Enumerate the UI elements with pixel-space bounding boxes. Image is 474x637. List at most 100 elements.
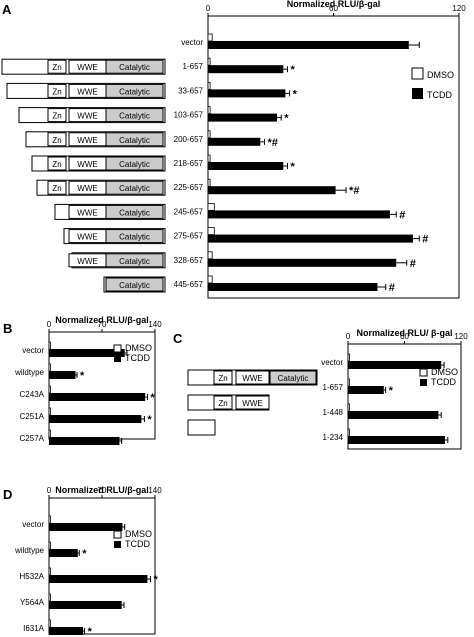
- bar-tcdd: [208, 137, 261, 146]
- bar-dmso: [207, 57, 211, 66]
- bar-tcdd: [208, 41, 409, 49]
- panel-letter: B: [3, 321, 12, 336]
- domain-label-catalytic: Catalytic: [119, 281, 150, 290]
- plot-frame: [48, 497, 156, 635]
- plot-frame: [207, 15, 460, 299]
- domain-catalytic: [105, 204, 164, 219]
- domain-catalytic: [105, 83, 164, 98]
- chart-panel-c: C Normalized RLU/ β-gal 0 60 120 vector 1-657 *…: [173, 328, 468, 450]
- domain-catalytic: [105, 229, 164, 244]
- category-label: 1-234: [323, 433, 344, 442]
- legend-label-tcdd: TCDD: [125, 353, 150, 363]
- construct-a: Zn WWE Catalytic: [1, 58, 166, 75]
- bar-tcdd: [49, 371, 76, 379]
- x-tick-label: 0: [47, 486, 52, 495]
- significance-mark: *: [88, 626, 93, 637]
- domain-label-catalytic: Catalytic: [119, 208, 150, 217]
- legend: DMSO TCDD: [411, 67, 454, 100]
- category-label: Y564A: [20, 598, 45, 607]
- legend-label-dmso: DMSO: [125, 529, 152, 539]
- domain-catalytic: [105, 108, 164, 123]
- category-label: 200-657: [174, 135, 204, 144]
- construct-a: Catalytic: [103, 276, 166, 293]
- bar-tcdd: [348, 411, 439, 419]
- category-label: vector: [321, 358, 343, 367]
- category-label: I631A: [23, 624, 45, 633]
- category-label: vector: [22, 346, 44, 355]
- domain-label-catalytic: Catalytic: [119, 63, 150, 72]
- domain-label-catalytic: Catalytic: [119, 233, 150, 242]
- x-tick-label: 60: [400, 332, 409, 341]
- x-tick-label: 70: [98, 486, 107, 495]
- category-label: 275-657: [174, 232, 204, 241]
- domain-label-zn: Zn: [52, 184, 61, 193]
- legend-swatch-dmso: [113, 344, 122, 353]
- bar-tcdd: [208, 89, 286, 98]
- chart-title: Normalized RLU/ β-gal: [356, 328, 452, 338]
- legend-label-tcdd: TCDD: [431, 377, 456, 387]
- domain-zn: [47, 108, 67, 123]
- construct-c: Zn WWE Catalytic: [187, 369, 318, 386]
- bar-tcdd: [49, 523, 123, 531]
- bar-tcdd: [348, 436, 445, 444]
- bar-dmso: [207, 106, 211, 114]
- legend-label-dmso: DMSO: [125, 343, 152, 353]
- category-label: 1-657: [183, 62, 204, 71]
- significance-mark: #: [399, 209, 405, 221]
- domain-label-wwe: WWE: [77, 208, 97, 217]
- domain-label-zn: Zn: [218, 399, 227, 408]
- significance-mark: *: [80, 370, 85, 382]
- domain-label-catalytic: Catalytic: [119, 136, 150, 145]
- bar-dmso: [48, 429, 51, 438]
- x-tick-label: 140: [148, 320, 162, 329]
- x-tick-label: 0: [206, 4, 211, 13]
- bar-dmso: [207, 130, 211, 139]
- panel-letter: C: [173, 331, 183, 346]
- bar-tcdd: [49, 549, 78, 557]
- significance-mark: *: [389, 385, 394, 397]
- domain-label-catalytic: Catalytic: [119, 112, 150, 121]
- bar-dmso: [48, 407, 51, 416]
- bar-dmso: [207, 227, 215, 236]
- bar-dmso: [48, 515, 51, 524]
- domain-label-zn: Zn: [52, 112, 61, 121]
- construct-a: Zn WWE Catalytic: [31, 155, 166, 172]
- construct-body: [187, 419, 216, 436]
- significance-mark: #: [389, 282, 395, 294]
- category-label: wildtype: [14, 546, 44, 555]
- bar-dmso: [48, 593, 51, 602]
- bar-dmso: [207, 202, 215, 211]
- category-label: 1-448: [323, 408, 344, 417]
- legend-label-dmso: DMSO: [427, 70, 454, 80]
- domain-label-zn: Zn: [52, 63, 61, 72]
- construct-c: Zn WWE: [187, 394, 270, 411]
- domain-zn: [47, 83, 67, 98]
- domain-label-wwe: WWE: [242, 374, 262, 383]
- category-label: 445-657: [174, 280, 204, 289]
- legend-label-tcdd: TCDD: [427, 90, 452, 100]
- domain-catalytic: [105, 253, 164, 268]
- bar-dmso: [48, 619, 51, 628]
- construct-a: Zn WWE Catalytic: [36, 179, 166, 196]
- category-label: C257A: [20, 434, 45, 443]
- chart-panel-a: A Normalized RLU/β-gal 0 60 120 vector 1-657 * 3…: [2, 0, 466, 299]
- panel-letter: D: [3, 487, 12, 502]
- bar-dmso: [207, 251, 213, 260]
- x-tick-label: 0: [346, 332, 351, 341]
- domain-catalytic: [105, 156, 164, 171]
- construct-a: WWE Catalytic: [63, 228, 166, 245]
- legend-label-dmso: DMSO: [431, 367, 458, 377]
- bar-tcdd: [208, 210, 390, 219]
- domain-label-zn: Zn: [52, 136, 61, 145]
- bar-dmso: [207, 154, 211, 163]
- legend-swatch-dmso: [411, 67, 424, 80]
- bar-dmso: [207, 82, 211, 90]
- x-tick-label: 140: [148, 486, 162, 495]
- significance-mark: *: [153, 574, 158, 586]
- domain-catalytic: [105, 132, 164, 147]
- category-label: 245-657: [174, 207, 204, 216]
- category-label: 218-657: [174, 159, 204, 168]
- bar-tcdd: [348, 386, 384, 394]
